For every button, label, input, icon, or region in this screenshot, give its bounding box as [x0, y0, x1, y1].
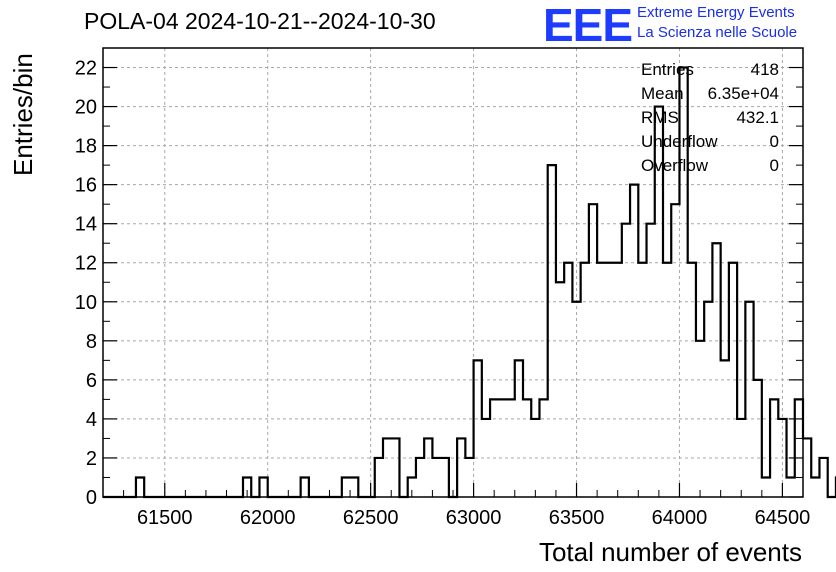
- eee-logo: EEE: [543, 0, 633, 51]
- x-tick-label: 64500: [755, 507, 811, 529]
- stat-value: 0: [769, 156, 779, 175]
- y-tick-label: 16: [75, 175, 97, 197]
- x-tick-label: 62500: [343, 507, 399, 529]
- stat-value: 0: [769, 132, 779, 151]
- tick-labels: 61500 62000 62500 63000 63500 64000 64500 0 2 4 6 8…: [75, 58, 810, 529]
- org-name-line2: La Scienza nelle Scuole: [637, 24, 798, 41]
- stat-value: 6.35e+04: [707, 84, 779, 103]
- stat-label: Mean: [641, 84, 684, 103]
- y-tick-label: 8: [86, 331, 97, 353]
- stat-label: Entries: [641, 60, 694, 79]
- x-tick-label: 62000: [240, 507, 296, 529]
- y-tick-label: 4: [86, 409, 97, 431]
- y-tick-label: 12: [75, 253, 97, 275]
- axis-ticks: [102, 66, 804, 498]
- stat-row-rms: RMS 432.1: [641, 106, 779, 130]
- y-tick-label: 6: [86, 370, 97, 392]
- stat-value: 418: [750, 60, 779, 79]
- plot-frame: [102, 47, 804, 498]
- x-tick-label: 63500: [549, 507, 605, 529]
- plot-title: POLA-04 2024-10-21--2024-10-30: [84, 8, 436, 34]
- stat-label: RMS: [641, 108, 679, 127]
- y-tick-label: 0: [86, 487, 97, 509]
- y-axis-label: Entries/bin: [8, 53, 38, 176]
- y-tick-label: 10: [75, 292, 97, 314]
- y-tick-label: 20: [75, 97, 97, 119]
- y-tick-label: 22: [75, 58, 97, 80]
- histogram-outline: [103, 66, 836, 499]
- stat-row-entries: Entries 418: [641, 58, 779, 82]
- stats-box: Entries 418 Mean 6.35e+04 RMS 432.1 Unde…: [641, 58, 779, 178]
- x-tick-label: 64000: [652, 507, 708, 529]
- x-tick-label: 61500: [137, 507, 193, 529]
- y-tick-label: 2: [86, 448, 97, 470]
- org-name-line1: Extreme Energy Events: [637, 4, 795, 21]
- stat-row-mean: Mean 6.35e+04: [641, 82, 779, 106]
- x-tick-label: 63000: [446, 507, 502, 529]
- y-tick-label: 14: [75, 214, 97, 236]
- stat-label: Overflow: [641, 156, 709, 175]
- stat-row-underflow: Underflow 0: [641, 130, 779, 154]
- stat-value: 432.1: [736, 108, 779, 127]
- y-tick-label: 18: [75, 136, 97, 158]
- x-axis-label: Total number of events: [538, 537, 802, 567]
- stat-label: Underflow: [641, 132, 718, 151]
- stat-row-overflow: Overflow 0: [641, 154, 779, 178]
